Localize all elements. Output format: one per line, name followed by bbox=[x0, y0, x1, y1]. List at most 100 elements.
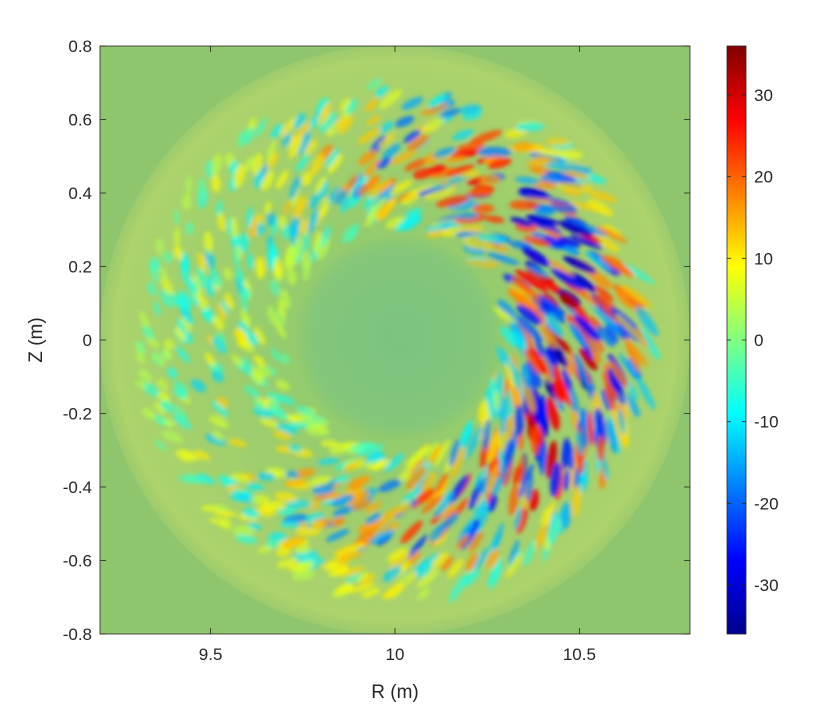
field-blob bbox=[381, 143, 401, 161]
field-blob bbox=[166, 367, 178, 379]
field-blob bbox=[572, 485, 582, 518]
field-blob bbox=[269, 242, 278, 263]
field-blob bbox=[205, 247, 215, 269]
field-blob bbox=[281, 116, 297, 136]
field-blob bbox=[587, 410, 594, 447]
field-blob bbox=[594, 407, 607, 447]
field-blob bbox=[420, 472, 436, 492]
field-blob bbox=[242, 127, 255, 145]
field-blob bbox=[574, 315, 601, 341]
colorbar-tick-label: -10 bbox=[754, 413, 779, 432]
field-blob bbox=[378, 479, 402, 493]
field-blob bbox=[440, 556, 454, 572]
field-blob bbox=[487, 493, 498, 513]
field-blob bbox=[365, 512, 382, 525]
field-blob bbox=[523, 236, 551, 247]
turbulence-field bbox=[134, 77, 661, 603]
field-blob bbox=[563, 170, 590, 179]
field-blob bbox=[208, 415, 229, 428]
field-blob bbox=[255, 222, 266, 236]
field-blob bbox=[416, 569, 439, 589]
field-blob bbox=[404, 208, 423, 217]
field-blob bbox=[456, 142, 485, 152]
field-blob bbox=[345, 98, 358, 115]
y-tick-label: 0.8 bbox=[68, 37, 92, 56]
field-blob bbox=[512, 141, 534, 152]
field-blob bbox=[468, 530, 484, 553]
field-blob bbox=[511, 275, 533, 294]
field-blob bbox=[162, 251, 173, 264]
field-blob bbox=[557, 236, 581, 248]
field-blob bbox=[365, 501, 383, 513]
field-blob bbox=[428, 164, 447, 174]
field-blob bbox=[487, 431, 501, 463]
field-blob bbox=[253, 355, 265, 366]
field-blob bbox=[433, 147, 456, 158]
field-blob bbox=[594, 285, 614, 302]
field-blob bbox=[596, 435, 605, 463]
field-blob bbox=[325, 528, 350, 542]
field-blob bbox=[366, 451, 384, 463]
y-tick-label: -0.4 bbox=[63, 478, 92, 497]
field-blob bbox=[306, 422, 327, 431]
field-blob bbox=[366, 115, 381, 126]
field-blob bbox=[505, 554, 523, 578]
field-blob bbox=[345, 573, 362, 583]
field-blob bbox=[515, 122, 545, 132]
field-blob bbox=[452, 129, 474, 141]
field-blob bbox=[380, 507, 402, 522]
field-blob bbox=[181, 309, 194, 325]
field-blob bbox=[235, 534, 258, 544]
field-blob bbox=[568, 321, 588, 348]
field-blob bbox=[387, 180, 413, 195]
field-blob bbox=[456, 534, 470, 550]
field-blob bbox=[176, 319, 186, 334]
field-blob bbox=[254, 326, 266, 346]
field-blob bbox=[232, 525, 256, 536]
field-blob bbox=[251, 152, 263, 175]
field-blob bbox=[326, 492, 343, 500]
field-blob bbox=[586, 268, 613, 290]
field-blob bbox=[149, 265, 160, 284]
field-blob bbox=[417, 186, 447, 196]
field-blob bbox=[318, 112, 337, 133]
field-blob bbox=[450, 447, 465, 480]
field-blob bbox=[477, 401, 485, 423]
field-blob bbox=[307, 417, 331, 426]
field-blob bbox=[307, 209, 319, 234]
field-blob bbox=[368, 179, 392, 198]
field-blob bbox=[283, 479, 308, 487]
field-blob bbox=[507, 289, 540, 309]
field-blob bbox=[155, 238, 165, 255]
field-blob bbox=[267, 305, 277, 325]
field-blob bbox=[153, 439, 167, 451]
field-blob bbox=[275, 394, 296, 405]
field-blob bbox=[519, 187, 548, 197]
field-blob bbox=[500, 326, 519, 348]
field-blob bbox=[230, 472, 251, 483]
field-blob bbox=[185, 176, 193, 195]
field-blob bbox=[231, 216, 238, 239]
field-blob bbox=[626, 394, 641, 418]
field-blob bbox=[211, 153, 222, 176]
field-blob bbox=[604, 383, 616, 411]
field-blob bbox=[485, 387, 497, 421]
field-blob bbox=[295, 526, 321, 537]
field-blob bbox=[513, 463, 523, 486]
field-blob bbox=[402, 488, 422, 503]
y-tick-label: -0.6 bbox=[63, 552, 92, 571]
field-blob bbox=[357, 520, 382, 533]
field-blob bbox=[263, 201, 272, 214]
field-blob bbox=[316, 236, 330, 260]
field-blob bbox=[260, 418, 280, 429]
field-blob bbox=[509, 200, 539, 210]
field-blob bbox=[421, 494, 444, 514]
field-blob bbox=[242, 340, 254, 353]
field-blob bbox=[254, 117, 268, 138]
field-blob bbox=[234, 164, 246, 188]
field-blob bbox=[286, 246, 298, 269]
field-blob bbox=[254, 170, 263, 189]
field-blob bbox=[453, 498, 469, 518]
field-blob bbox=[427, 94, 447, 109]
field-blob bbox=[521, 246, 551, 267]
